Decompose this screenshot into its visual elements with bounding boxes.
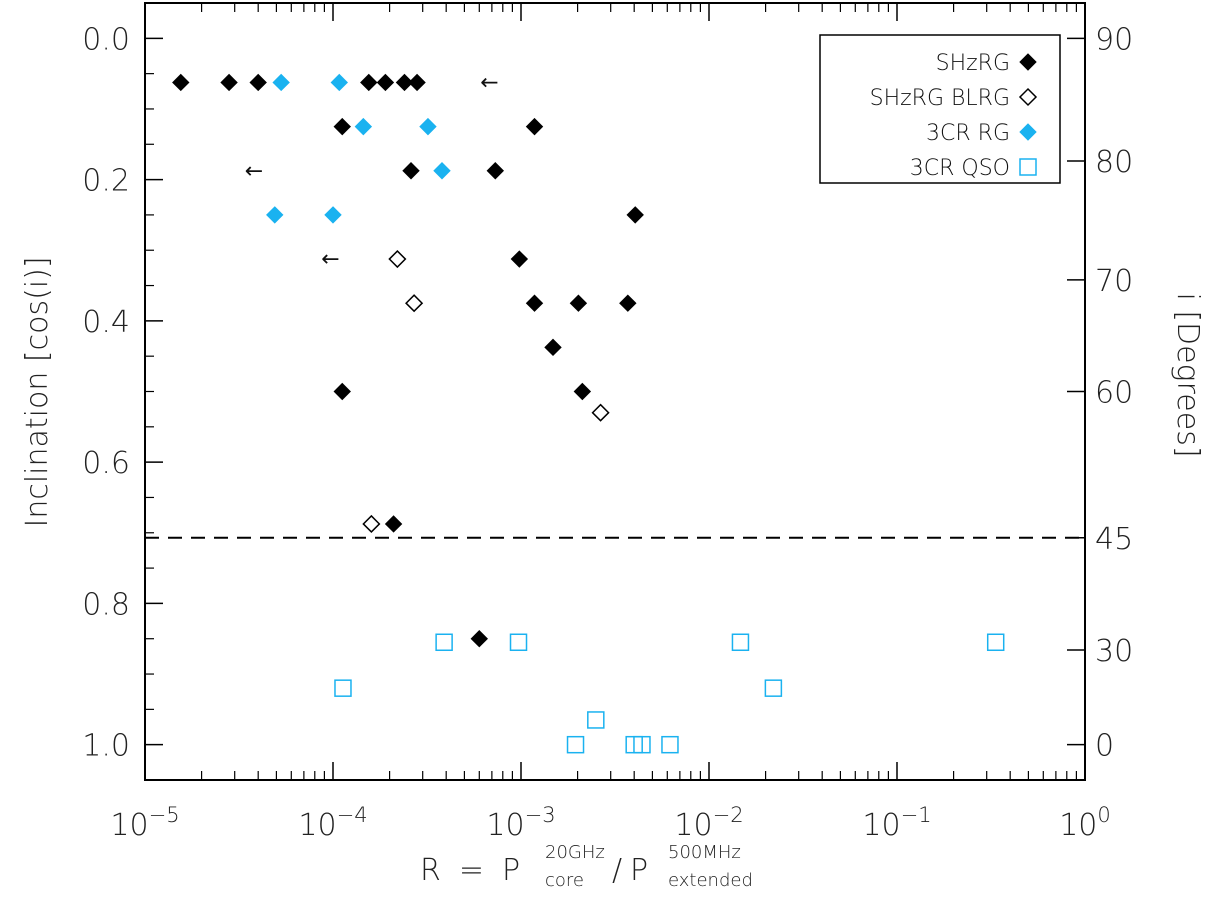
y-tick-label: 0.2 xyxy=(82,164,130,199)
upper-limit-arrow: ← xyxy=(480,70,498,95)
legend-label: 3CR RG xyxy=(926,121,1010,146)
y-tick-label: 0.4 xyxy=(82,305,130,340)
data-point-shzrg xyxy=(510,250,529,268)
legend-label: SHzRG xyxy=(936,51,1010,76)
data-point-3cr-qso xyxy=(435,633,453,652)
plot-frame xyxy=(144,2,1086,781)
data-point-shzrg xyxy=(402,162,420,180)
right-axis-tick-label: 90 xyxy=(1095,22,1133,57)
legend-label: SHzRG BLRG xyxy=(870,86,1010,111)
marks-layer: ← ← ← xyxy=(172,70,1005,754)
right-axis-title: i [Degrees] xyxy=(1170,292,1205,457)
data-point-shzrg xyxy=(360,73,378,92)
data-point-3cr-rg xyxy=(330,73,348,92)
data-point-3cr-qso xyxy=(509,633,528,652)
data-point-3cr-rg xyxy=(419,117,437,136)
data-point-3cr-qso xyxy=(566,735,585,754)
data-point-shzrg xyxy=(619,294,637,312)
data-point-shzrg xyxy=(569,294,588,312)
data-point-shzrg xyxy=(525,294,544,312)
data-point-shzrg-blrg xyxy=(388,249,407,269)
right-axis-tick-label: 45 xyxy=(1095,522,1133,557)
data-point-3cr-qso xyxy=(587,711,605,729)
axis-titles: Inclination [cos(i)] i [Degrees] R = P20GHz c… xyxy=(20,256,1205,891)
y-tick-label: 0.6 xyxy=(82,446,130,481)
x-tick-label: 100 xyxy=(1059,803,1111,843)
data-point-shzrg xyxy=(384,515,403,533)
series-shzrg-blrg xyxy=(362,249,610,534)
y-tick-label: 0.8 xyxy=(82,587,130,622)
data-point-3cr-qso xyxy=(661,735,679,754)
data-point-shzrg xyxy=(408,73,426,92)
data-point-3cr-qso xyxy=(633,735,651,754)
data-point-shzrg xyxy=(220,73,238,92)
data-point-shzrg xyxy=(486,162,505,180)
series-3cr-rg xyxy=(266,73,451,224)
data-point-3cr-rg xyxy=(324,206,342,224)
data-point-shzrg xyxy=(333,117,351,136)
data-point-shzrg xyxy=(249,73,267,92)
y-axis-title: Inclination [cos(i)] xyxy=(20,256,55,527)
data-point-3cr-rg xyxy=(354,117,373,136)
x-tick-label: 10−2 xyxy=(674,803,743,843)
series-shzrg xyxy=(172,73,644,648)
right-axis-tick-label: 80 xyxy=(1095,145,1133,180)
data-point-shzrg xyxy=(376,73,395,92)
data-point-shzrg-blrg xyxy=(591,403,610,422)
right-axis-tick-label: 60 xyxy=(1095,376,1133,411)
data-point-shzrg xyxy=(626,206,644,224)
data-point-shzrg xyxy=(525,117,544,136)
y-tick-label: 1.0 xyxy=(82,729,130,764)
legend-marker xyxy=(1018,87,1038,107)
data-point-shzrg-blrg xyxy=(362,514,381,534)
x-axis-title: R = P20GHz core / P500MHz extended xyxy=(420,842,753,891)
data-point-3cr-qso xyxy=(986,633,1005,652)
x-tick-label: 10−5 xyxy=(110,803,179,843)
right-axis-tick-label: 30 xyxy=(1095,634,1133,669)
y-tick-label: 0.0 xyxy=(82,22,130,57)
data-point-3cr-rg xyxy=(272,73,290,92)
data-point-3cr-rg xyxy=(433,162,451,180)
upper-limit-arrow: ← xyxy=(245,159,263,184)
data-point-shzrg xyxy=(470,630,488,648)
data-point-shzrg xyxy=(333,382,351,401)
data-point-3cr-rg xyxy=(266,206,284,224)
ticks-layer: 10−5 10−4 10−3 10−2 10−1 100 0.0 0.2 0.4 0.6 0.8 1.… xyxy=(82,3,1133,843)
legend-marker xyxy=(1019,53,1037,71)
data-point-3cr-qso xyxy=(334,679,352,697)
data-point-shzrg xyxy=(544,338,562,357)
legend-label: 3CR QSO xyxy=(910,156,1010,181)
legend: SHzRG SHzRG BLRG 3CR RG 3CR QSO xyxy=(819,34,1061,184)
x-tick-label: 10−3 xyxy=(486,803,555,843)
data-point-shzrg xyxy=(172,73,190,92)
data-point-3cr-qso xyxy=(764,679,783,697)
data-point-shzrg xyxy=(395,73,414,92)
legend-marker xyxy=(1019,158,1037,176)
right-axis-tick-label: 70 xyxy=(1095,264,1133,299)
legend-marker xyxy=(1019,123,1037,141)
data-point-shzrg-blrg xyxy=(405,294,424,313)
data-point-3cr-qso xyxy=(731,633,750,652)
right-axis-tick-label: 0 xyxy=(1095,729,1114,764)
x-tick-label: 10−4 xyxy=(298,803,367,843)
x-tick-label: 10−1 xyxy=(862,803,931,843)
series-3cr-qso xyxy=(334,633,1005,754)
upper-limit-arrow: ← xyxy=(321,247,339,272)
data-point-shzrg xyxy=(573,382,592,401)
